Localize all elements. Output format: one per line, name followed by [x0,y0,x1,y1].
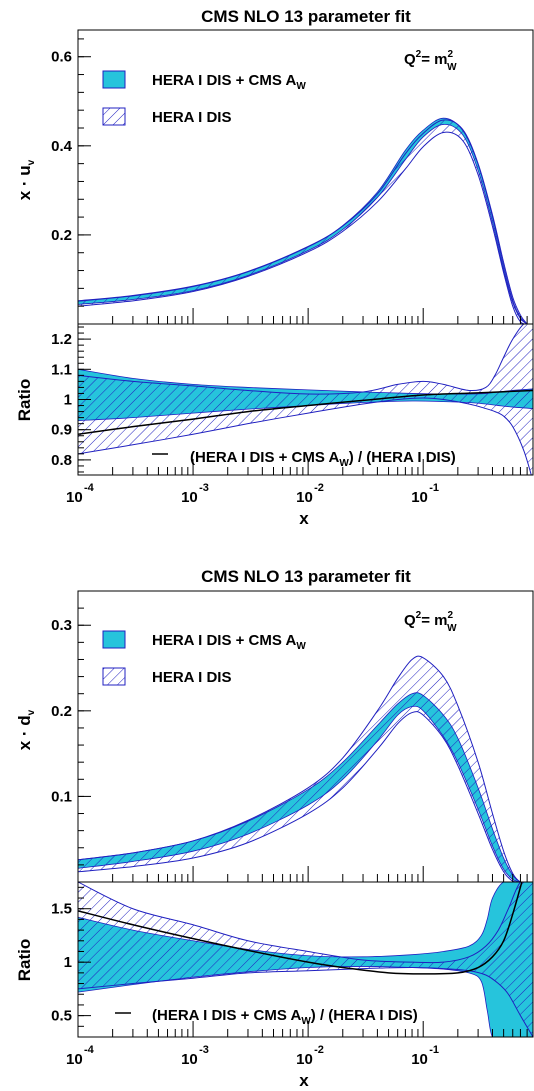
x-tick-labels-dv: 10-410-310-210-1 [66,1044,439,1068]
legend-label: HERA I DIS [152,669,231,686]
band-edge [78,705,528,882]
x-tick-label: 10 [411,489,428,506]
scale-label: Q2= m2 W [404,610,457,634]
legend-uv: HERA I DIS + CMS AW HERA I DIS [102,70,306,126]
x-ticks-dv [77,866,534,882]
legend-label: (HERA I DIS + CMS AW) / (HERA I DIS) [152,1007,418,1027]
legend-label: HERA I DIS + CMS AW [152,72,306,92]
y-tick-label: 1 [64,392,72,409]
band-hatched [78,655,528,882]
x-tick-label: 10 [181,1051,198,1068]
x-ticks-ratio-dv [77,1021,534,1037]
y-tick-label: 0.3 [51,617,72,634]
y-tick-label: 0.9 [51,422,72,439]
x-tick-exponent: -3 [199,482,209,494]
legend-swatch-hatched [102,107,126,126]
scale-label: Q2= m2 W [404,49,457,73]
y-tick-label: 1.2 [51,331,72,348]
ratio-bands-uv [78,324,533,475]
y-ticks-ratio-uv: 0.8 0.9 1 1.1 1.2 [51,326,91,473]
y-tick-label: 1.5 [51,901,72,918]
legend-dv: HERA I DIS + CMS AW HERA I DIS [102,630,306,686]
legend-swatch-filled [102,630,126,649]
band-edge [78,882,533,958]
ratio-bands-dv [78,882,533,1037]
band-edge [78,124,528,324]
legend-swatch-hatched [102,667,126,686]
chart-title: CMS NLO 13 parameter fit [201,7,411,26]
y-tick-label: 0.2 [51,703,72,720]
plot-frame-ratio-dv [77,881,534,1038]
y-ticks-dv: 0.1 0.2 0.3 [51,590,91,883]
x-axis-label: x [299,509,309,528]
y-tick-label: 0.2 [51,227,72,244]
x-axis-label: x [299,1071,309,1090]
y-tick-label: 0.1 [51,788,72,805]
legend-ratio-uv: (HERA I DIS + CMS AW) / (HERA I DIS) [152,449,456,469]
band-hatched [78,119,528,324]
band-filled [78,118,528,324]
y-axis-label-dv: x · dv [15,709,37,750]
ratio-line [78,389,533,435]
pdf-bands-uv [78,117,528,324]
x-tick-label: 10 [66,1051,83,1068]
band-edge [78,117,528,324]
y-ticks-ratio-dv: 0.5 1 1.5 [51,886,91,1038]
y-axis-label-ratio: Ratio [15,379,34,422]
ratio-line [78,882,523,975]
x-tick-exponent: -4 [84,482,95,494]
band-edge [78,692,528,882]
x-tick-exponent: -2 [314,482,324,494]
x-tick-exponent: -1 [429,482,439,494]
chart-title: CMS NLO 13 parameter fit [201,567,411,586]
legend-label: (HERA I DIS + CMS AW) / (HERA I DIS) [190,449,456,469]
y-axis-label-uv: x · uv [15,159,37,200]
x-tick-exponent: -2 [314,1044,324,1056]
legend-ratio-dv: (HERA I DIS + CMS AW) / (HERA I DIS) [115,1007,418,1027]
y-tick-label: 0.6 [51,49,72,66]
legend-label: HERA I DIS [152,109,231,126]
x-tick-label: 10 [411,1051,428,1068]
x-tick-label: 10 [296,1051,313,1068]
x-tick-labels-uv: 10-410-310-210-1 [66,482,439,506]
y-axis-label-ratio: Ratio [15,939,34,982]
y-ticks-uv: 0.2 0.4 0.6 [51,38,91,325]
pdf-bands-dv [78,655,528,882]
y-tick-label: 1.1 [51,361,72,378]
y-tick-label: 0.8 [51,452,72,469]
x-ticks-ratio-uv [77,459,534,475]
legend-swatch-filled [102,70,126,89]
x-ticks-uv [77,308,534,324]
band-edge [78,400,533,422]
x-tick-label: 10 [181,489,198,506]
x-tick-exponent: -4 [84,1044,95,1056]
x-tick-label: 10 [296,489,313,506]
band-hatched [78,882,533,1037]
x-tick-label: 10 [66,489,83,506]
x-tick-exponent: -3 [199,1044,209,1056]
x-tick-exponent: -1 [429,1044,439,1056]
y-tick-label: 0.5 [51,1008,72,1025]
y-tick-label: 1 [64,954,72,971]
legend-label: HERA I DIS + CMS AW [152,632,306,652]
band-edge [78,966,533,1037]
y-tick-label: 0.4 [51,138,73,155]
plot-frame-uv [77,29,534,325]
